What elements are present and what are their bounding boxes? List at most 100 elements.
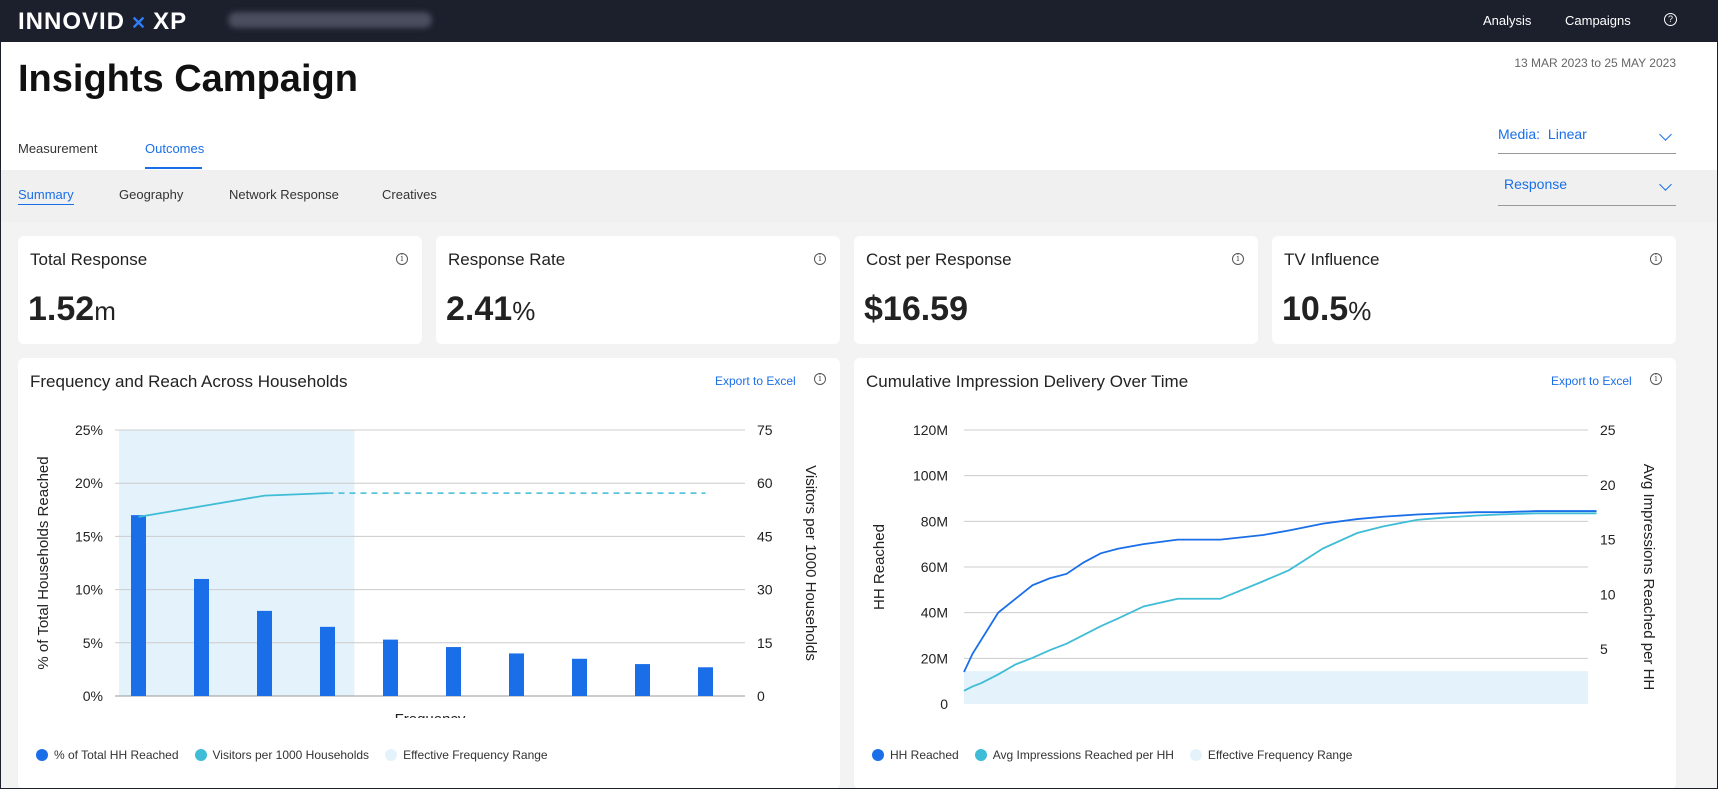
info-icon[interactable]: i: [1650, 373, 1662, 385]
y2-tick-label: 5: [1600, 641, 1608, 657]
y-tick-label: 80M: [921, 513, 948, 529]
avg-impressions-line: [963, 512, 1597, 692]
legend-dot: [872, 749, 884, 761]
y2-tick-label: 0: [757, 688, 765, 704]
nav-campaigns[interactable]: Campaigns: [1565, 13, 1631, 28]
chart-legend: % of Total HH Reached Visitors per 1000 …: [36, 748, 564, 762]
tab-measurement[interactable]: Measurement: [18, 141, 98, 156]
subtab-network-response[interactable]: Network Response: [229, 187, 339, 202]
kpi-label: Cost per Response: [866, 250, 1012, 269]
kpi-label: Response Rate: [448, 250, 566, 269]
page-title: Insights Campaign: [18, 58, 358, 100]
kpi-card-tv-influence: TV Influence i 10.5%: [1272, 236, 1676, 344]
tab-active-indicator: [145, 167, 202, 169]
hh-reached-line: [963, 510, 1597, 673]
y2-axis-label: Visitors per 1000 Households: [802, 465, 819, 661]
legend-item[interactable]: % of Total HH Reached: [36, 748, 179, 762]
help-icon[interactable]: ?: [1664, 13, 1677, 26]
visitors-line-solid: [138, 492, 328, 518]
info-icon[interactable]: i: [396, 253, 408, 265]
y-tick-label: 40M: [921, 605, 948, 621]
response-select-value: Response: [1504, 176, 1568, 192]
bar: [698, 667, 713, 696]
chevron-down-icon: [1659, 128, 1672, 141]
export-to-excel-link[interactable]: Export to Excel: [715, 374, 796, 388]
chart-legend: HH Reached Avg Impressions Reached per H…: [872, 748, 1368, 762]
legend-item[interactable]: HH Reached: [872, 748, 959, 762]
cumulative-impressions-chart: 020M40M60M80M100M120M51015202513 Mar20 M…: [871, 422, 1657, 712]
legend-item[interactable]: Visitors per 1000 Households: [194, 748, 370, 762]
bar: [509, 653, 524, 696]
effective-frequency-band: [964, 671, 1588, 704]
y-tick-label: 10%: [75, 582, 103, 598]
y2-tick-label: 75: [757, 422, 773, 438]
subtab-summary[interactable]: Summary: [18, 187, 74, 205]
legend-dot: [1189, 749, 1202, 761]
legend-item[interactable]: Effective Frequency Range: [385, 748, 548, 762]
kpi-value: $16.59: [864, 290, 968, 328]
date-range: 13 MAR 2023 to 25 MAY 2023: [1514, 56, 1676, 70]
legend-label: % of Total HH Reached: [54, 748, 179, 762]
y-axis-label: % of Total Households Reached: [35, 456, 52, 669]
bar: [320, 626, 335, 696]
legend-label: Effective Frequency Range: [403, 748, 548, 762]
bar: [131, 515, 146, 696]
kpi-value: 10.5%: [1282, 290, 1372, 328]
info-icon[interactable]: i: [1650, 253, 1662, 265]
kpi-label: TV Influence: [1284, 250, 1380, 269]
legend-dot: [194, 749, 207, 761]
y2-tick-label: 15: [1600, 532, 1616, 548]
y2-tick-label: 20: [1600, 477, 1616, 493]
y2-axis-label: Avg Impressions Reached per HH: [1640, 464, 1657, 691]
frequency-reach-chart: 0% 5% 10% 15% 20% 25% 0 15 30 45 60 75 Frequency % of…: [35, 422, 819, 718]
kpi-value: 1.52m: [28, 290, 116, 328]
legend-label: Effective Frequency Range: [1207, 748, 1353, 762]
bar: [194, 578, 209, 696]
kpi-card-response-rate: Response Rate i 2.41%: [436, 236, 840, 344]
chart-title: Cumulative Impression Delivery Over Time: [866, 372, 1189, 391]
bar: [446, 647, 461, 696]
y-tick-label: 120M: [913, 422, 948, 438]
kpi-value: 2.41%: [446, 290, 536, 328]
effective-frequency-band: [119, 430, 355, 696]
chevron-down-icon: [1659, 178, 1672, 191]
legend-dot: [385, 749, 398, 761]
subtab-geography[interactable]: Geography: [119, 187, 184, 202]
chart-card-frequency-reach: Frequency and Reach Across Households Ex…: [18, 358, 840, 789]
legend-dot: [36, 749, 48, 761]
y-tick-label: 100M: [913, 468, 948, 484]
innovid-logo[interactable]: INNOVID ✕ XP: [18, 8, 188, 35]
info-icon[interactable]: i: [814, 253, 826, 265]
y-tick-label: 25%: [75, 422, 103, 438]
info-icon[interactable]: i: [814, 373, 826, 385]
nav-analysis[interactable]: Analysis: [1483, 13, 1532, 28]
y2-tick-label: 45: [757, 528, 773, 544]
bar: [572, 658, 587, 696]
info-icon[interactable]: i: [1232, 253, 1244, 265]
legend-label: Visitors per 1000 Households: [212, 748, 370, 762]
legend-label: HH Reached: [890, 748, 959, 762]
kpi-card-cost-per-response: Cost per Response i $16.59: [854, 236, 1258, 344]
media-select[interactable]: Media: Linear: [1498, 126, 1676, 154]
tab-outcomes[interactable]: Outcomes: [145, 141, 205, 156]
page-header: [0, 42, 1718, 170]
y-tick-label: 20M: [921, 650, 948, 666]
response-select[interactable]: Response: [1498, 176, 1676, 206]
y-tick-label: 60M: [921, 559, 948, 575]
bar: [635, 664, 650, 696]
legend-dot: [974, 749, 987, 761]
blurred-account-name: [228, 12, 432, 28]
legend-item[interactable]: Avg Impressions Reached per HH: [974, 748, 1174, 762]
subtab-creatives[interactable]: Creatives: [382, 187, 437, 202]
bar: [257, 610, 272, 696]
y-tick-label: 15%: [75, 528, 103, 544]
y-tick-label: 0: [940, 696, 948, 712]
x-axis-label: Frequency: [395, 711, 466, 718]
y2-tick-label: 25: [1600, 422, 1616, 438]
legend-item[interactable]: Effective Frequency Range: [1189, 748, 1353, 762]
y-tick-label: 20%: [75, 475, 103, 491]
y2-tick-label: 10: [1600, 586, 1616, 602]
y-axis-label: HH Reached: [871, 524, 888, 610]
export-to-excel-link[interactable]: Export to Excel: [1551, 374, 1632, 388]
y-tick-label: 5%: [83, 635, 103, 651]
